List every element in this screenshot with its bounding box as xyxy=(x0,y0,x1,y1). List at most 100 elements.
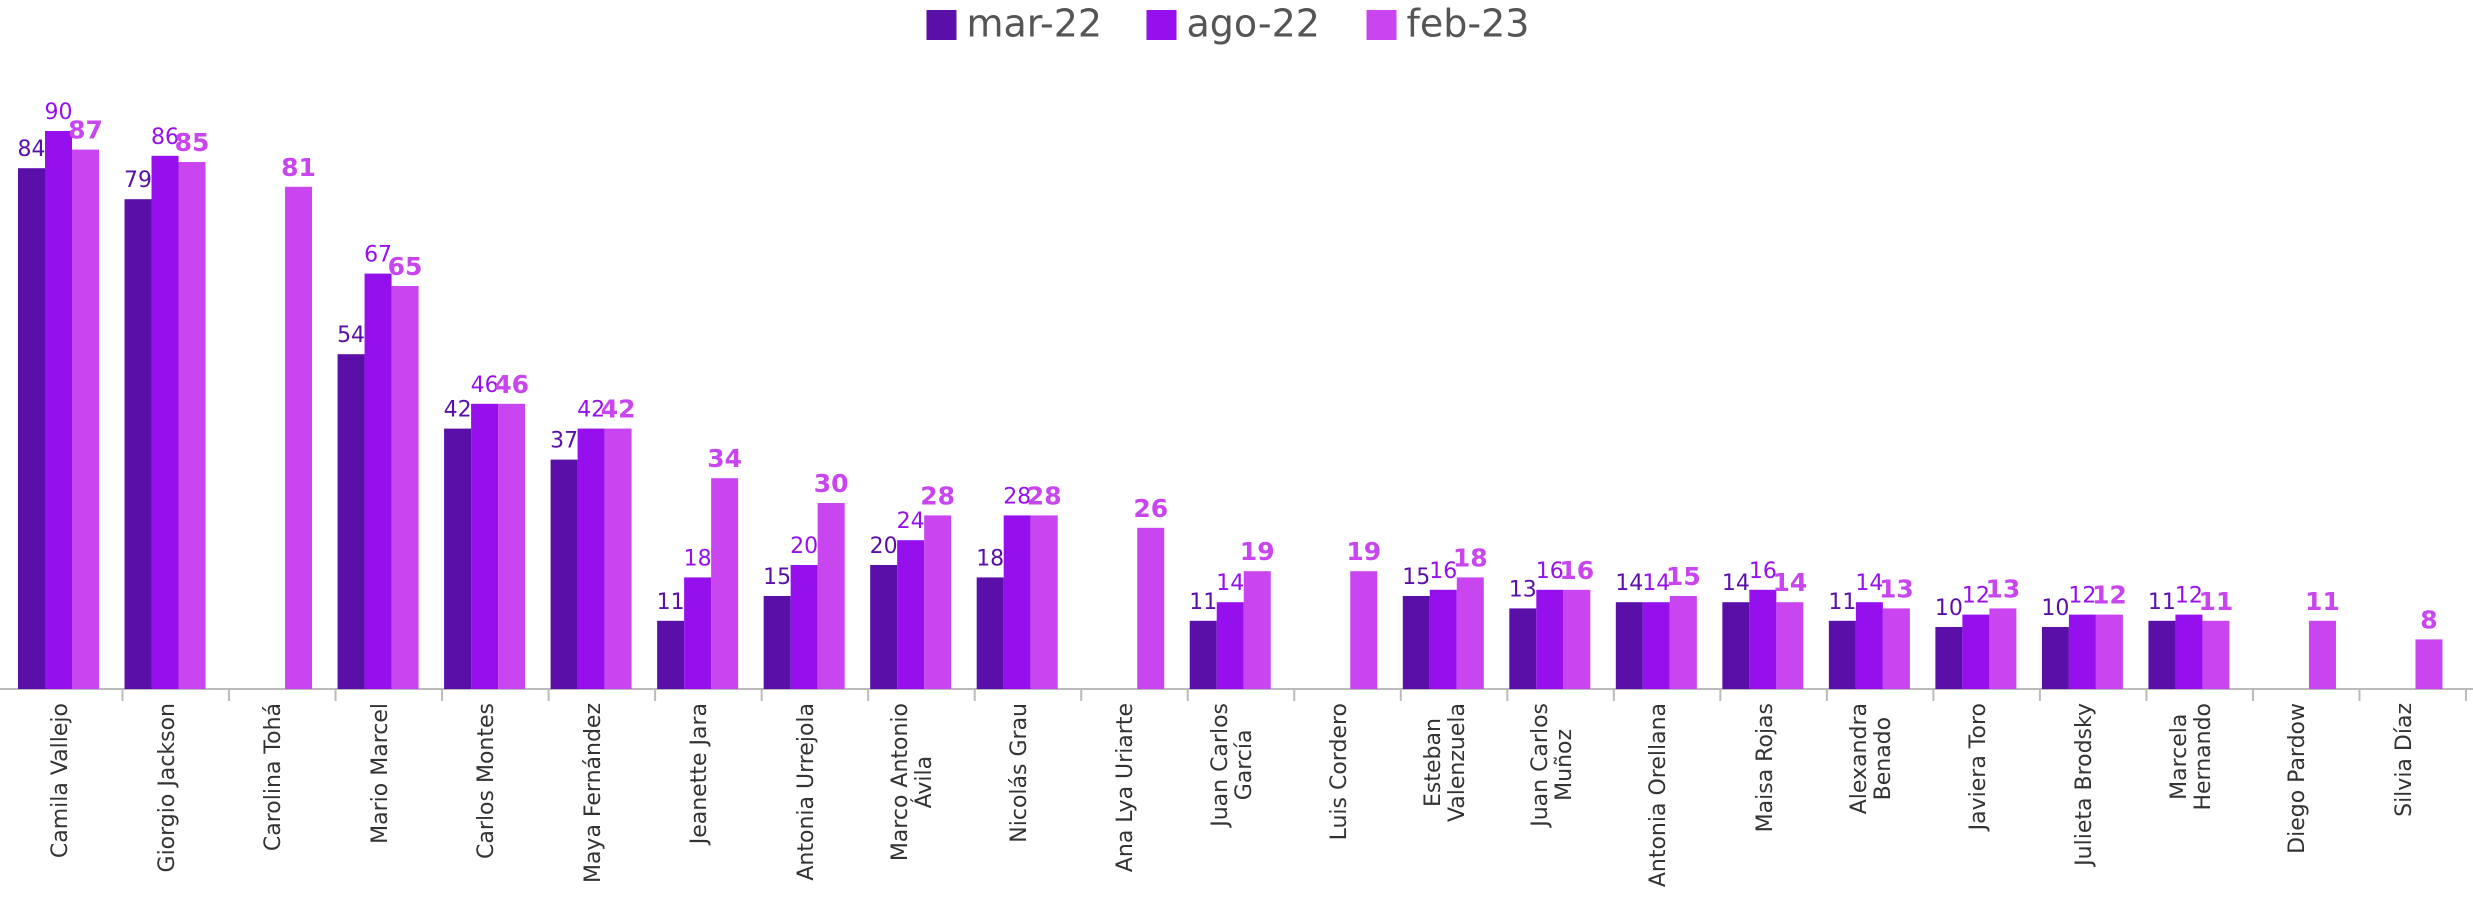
data-label: 11 xyxy=(2148,590,2176,615)
data-label: 13 xyxy=(1879,574,1914,603)
x-tick-label: Carolina Tohá xyxy=(261,703,286,911)
bar xyxy=(391,286,419,689)
data-label: 11 xyxy=(2305,587,2340,616)
data-label: 28 xyxy=(920,481,955,510)
data-label: 15 xyxy=(1666,562,1701,591)
legend-label: feb-23 xyxy=(1407,2,1530,46)
x-tick-label: Maisa Rojas xyxy=(1752,703,1778,911)
bar xyxy=(577,428,605,689)
data-label: 15 xyxy=(763,565,791,590)
bar xyxy=(684,577,712,689)
x-tick-label-text: Juan Carlos Muñoz xyxy=(1527,703,1577,827)
x-tick-label-text: Carlos Montes xyxy=(474,703,500,859)
x-tick-label-text: Maisa Rojas xyxy=(1752,703,1778,833)
x-tick-label-text: Antonia Orellana xyxy=(1645,703,1671,888)
x-tick-label-text: Jeanette Jara xyxy=(687,703,713,845)
x-tick-label-text: Esteban Valenzuela xyxy=(1420,703,1471,823)
bar xyxy=(124,199,152,689)
x-tick-label: Luis Cordero xyxy=(1326,703,1351,911)
bar xyxy=(2041,627,2069,689)
bar xyxy=(657,620,685,689)
data-label: 54 xyxy=(337,323,365,348)
x-tick-label-text: Nicolás Grau xyxy=(1006,703,1032,843)
data-label: 81 xyxy=(281,153,316,182)
bar xyxy=(1669,596,1697,689)
x-tick-label-text: Antonia Urrejola xyxy=(793,703,819,881)
data-label: 67 xyxy=(364,243,392,268)
legend-swatch xyxy=(926,10,957,40)
bar xyxy=(151,155,179,690)
bar xyxy=(364,273,392,689)
data-label: 11 xyxy=(2199,587,2234,616)
data-label: 11 xyxy=(657,590,685,615)
data-label: 19 xyxy=(1346,537,1381,566)
bar xyxy=(1563,589,1591,689)
x-tick-label: Marco Antonio Ávila xyxy=(888,703,937,911)
x-tick-label: Camila Vallejo xyxy=(48,703,73,911)
data-label: 18 xyxy=(976,546,1004,571)
x-tick-label-text: Alexandra Benado xyxy=(1846,703,1897,815)
legend-swatch xyxy=(1146,10,1177,40)
data-label: 16 xyxy=(1536,559,1564,584)
bar xyxy=(2202,620,2230,689)
x-tick-label: Marcela Hernando xyxy=(2166,703,2216,911)
bar xyxy=(471,403,499,689)
bar xyxy=(2148,620,2176,689)
x-tick-label-text: Marcela Hernando xyxy=(2166,703,2216,811)
bar xyxy=(1828,620,1856,689)
bar xyxy=(1429,589,1457,689)
data-label: 14 xyxy=(1855,571,1883,596)
data-label: 13 xyxy=(1985,574,2020,603)
x-tick-label-text: Ana Lya Uriarte xyxy=(1113,703,1139,873)
x-tick-label: Antonia Urrejola xyxy=(793,703,819,911)
bar xyxy=(444,428,472,689)
bar xyxy=(976,577,1004,689)
legend-label: ago-22 xyxy=(1187,2,1320,46)
bar xyxy=(45,131,72,689)
bar xyxy=(763,596,791,689)
x-tick-label: Nicolás Grau xyxy=(1006,703,1032,911)
x-tick-label-text: Diego Pardow xyxy=(2285,703,2311,854)
x-tick-label-text: Mario Marcel xyxy=(367,703,393,844)
x-tick-label: Juan Carlos García xyxy=(1207,703,1257,911)
data-label: 10 xyxy=(2041,596,2069,621)
data-label: 14 xyxy=(1642,571,1670,596)
bar xyxy=(1776,602,1804,689)
x-tick-label: Jeanette Jara xyxy=(687,703,713,911)
data-label: 42 xyxy=(444,398,472,423)
bar xyxy=(1030,515,1058,689)
data-label: 11 xyxy=(1828,590,1856,615)
x-tick-label-text: Juan Carlos García xyxy=(1207,703,1257,827)
data-label: 42 xyxy=(601,395,636,424)
data-label: 12 xyxy=(2068,584,2096,609)
data-label: 12 xyxy=(2175,584,2203,609)
bar xyxy=(550,459,578,689)
bar xyxy=(711,478,739,689)
bar xyxy=(817,503,845,689)
bar xyxy=(1882,608,1910,689)
x-tick-label-text: Silvia Díaz xyxy=(2391,703,2417,817)
x-tick-label: Silvia Díaz xyxy=(2391,703,2417,911)
data-label: 42 xyxy=(577,398,605,423)
bar xyxy=(1243,571,1271,689)
bar xyxy=(1509,608,1537,689)
x-tick-label: Mario Marcel xyxy=(367,703,393,911)
data-label: 24 xyxy=(897,509,925,534)
data-label: 79 xyxy=(124,168,152,193)
x-tick-label: Antonia Orellana xyxy=(1645,703,1671,911)
data-label: 15 xyxy=(1402,565,1430,590)
bar xyxy=(870,565,898,689)
data-label: 16 xyxy=(1749,559,1777,584)
data-label: 46 xyxy=(494,370,529,399)
bar xyxy=(2415,639,2443,689)
data-label: 18 xyxy=(684,546,712,571)
data-label: 46 xyxy=(471,373,499,398)
bar xyxy=(1642,602,1670,689)
data-label: 14 xyxy=(1216,571,1244,596)
x-tick-label: Ana Lya Uriarte xyxy=(1113,703,1139,911)
x-tick-label: Alexandra Benado xyxy=(1846,703,1897,911)
bar xyxy=(1615,602,1643,689)
data-label: 18 xyxy=(1453,543,1488,572)
data-label: 19 xyxy=(1240,537,1275,566)
